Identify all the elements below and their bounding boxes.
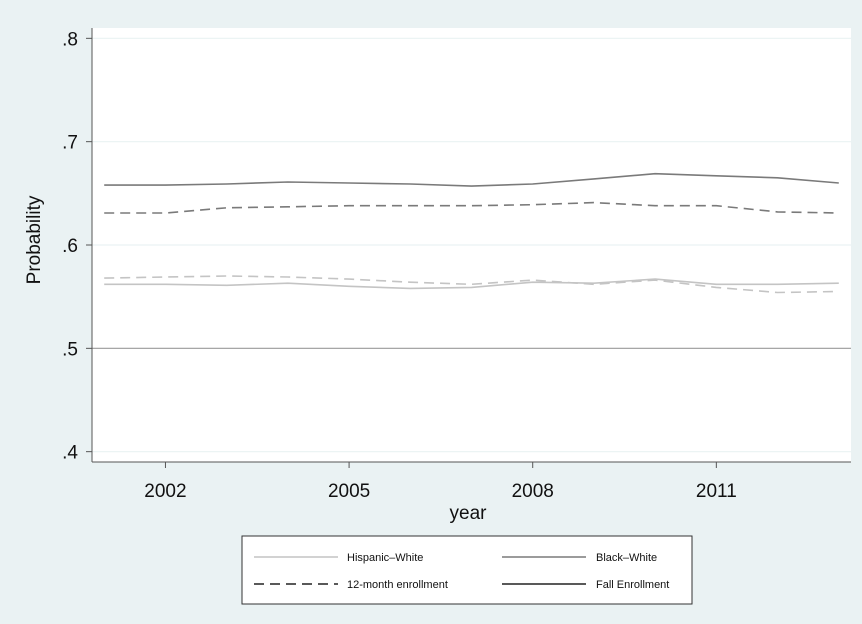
x-axis-ticks: 2002 2005 2008 2011 [144, 462, 737, 502]
y-axis-ticks: .4 .5 .6 .7 .8 [62, 29, 92, 464]
legend: Hispanic–White Black–White 12-month enro… [241, 535, 693, 605]
legend-label-fall-enrollment: Fall Enrollment [596, 579, 669, 591]
y-axis-title: Probability [24, 195, 45, 284]
y-tick-label-2: .6 [62, 236, 78, 257]
y-tick-label-1: .5 [62, 339, 78, 360]
legend-label-hispanic-white: Hispanic–White [347, 552, 423, 564]
legend-box [241, 535, 693, 605]
x-tick-label-1: 2005 [328, 481, 370, 502]
series-lines [104, 172, 839, 294]
series-line-black-white-12-month-enrollment [104, 201, 839, 214]
legend-label-black-white: Black–White [596, 552, 657, 564]
y-tick-label-3: .7 [62, 133, 78, 154]
series-line-hispanic-white-12-month-enrollment [104, 275, 839, 294]
y-tick-label-0: .4 [62, 443, 78, 464]
series-line-black-white-fall-enrollment [104, 172, 839, 187]
y-tick-label-4: .8 [62, 29, 78, 50]
x-tick-label-0: 2002 [144, 481, 186, 502]
x-axis-title: year [450, 503, 488, 524]
gridlines [92, 37, 851, 453]
x-tick-label-3: 2011 [696, 481, 737, 502]
legend-label-12-month-enrollment: 12-month enrollment [347, 579, 448, 591]
series-line-hispanic-white-fall-enrollment [104, 278, 839, 290]
x-tick-label-2: 2008 [512, 481, 554, 502]
